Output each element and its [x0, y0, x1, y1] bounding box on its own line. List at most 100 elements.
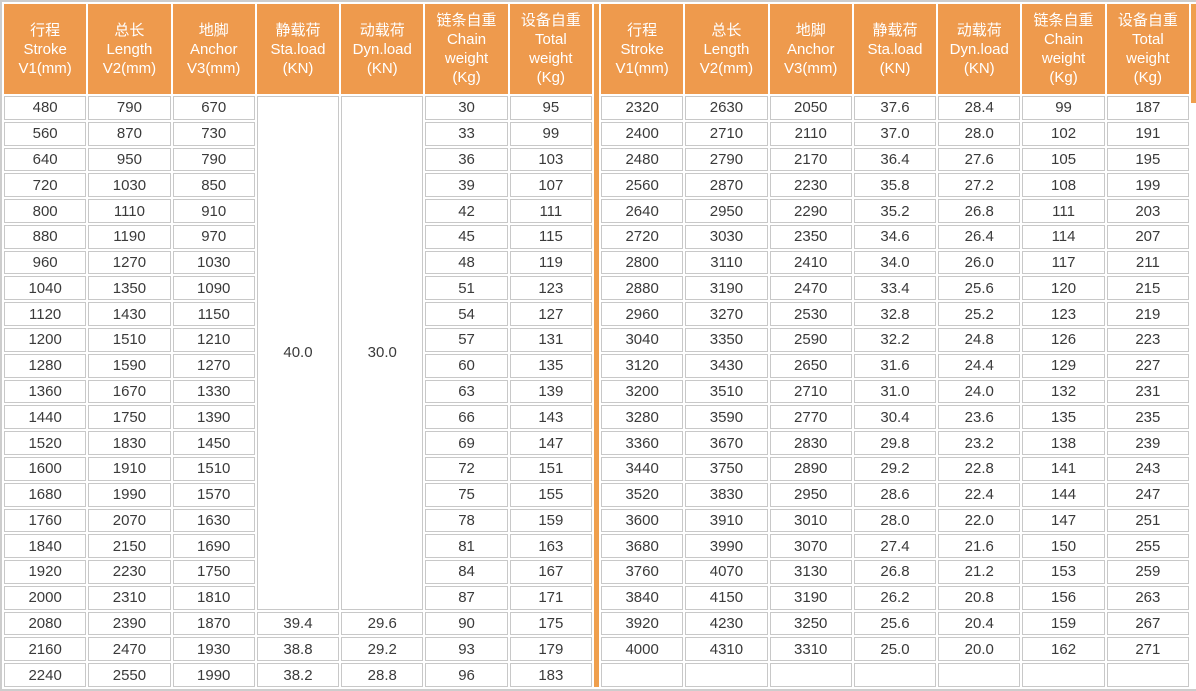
cell-length: 3270: [685, 302, 768, 327]
cell-chain-weight: 162: [1022, 637, 1105, 662]
cell-anchor: 2110: [769, 121, 852, 146]
cell-chain-weight: 63: [425, 379, 508, 404]
header-anchor-line: 地脚: [795, 21, 826, 39]
cell-dynamic-load: 22.8: [938, 456, 1021, 481]
cell-anchor: 1750: [172, 560, 255, 584]
cell-chain-weight: 93: [425, 637, 508, 662]
header-dynamic-load: 动载荷 Dyn.load (KN): [938, 4, 1021, 94]
cell-chain-weight: 72: [425, 456, 508, 481]
header-dynamic-load-line: (KN): [963, 59, 995, 77]
cell-stroke: 3360: [601, 431, 684, 455]
cell-total-weight: 175: [509, 611, 592, 636]
table-row: 3360 3670 2830 29.8 23.2 138 239: [601, 431, 1189, 455]
cell-static-load: 26.8: [853, 560, 937, 584]
header-stroke-line: V1(mm): [18, 59, 72, 77]
cell-dynamic-load: 26.0: [938, 250, 1021, 275]
cell-anchor: 1690: [172, 534, 255, 559]
cell-anchor: 3070: [769, 534, 852, 559]
table-row: 1760 2070 1630 78 159: [4, 508, 592, 533]
cell-chain-weight: 126: [1022, 328, 1105, 352]
cell-length: 1350: [88, 276, 171, 301]
cell-dynamic-load: 26.8: [938, 199, 1021, 223]
cell-length: 2790: [685, 147, 768, 172]
cell-stroke: 560: [4, 121, 87, 146]
cell-dynamic-load: 25.6: [938, 276, 1021, 301]
cell-anchor: 3190: [769, 585, 852, 610]
table-row: 1200 1510 1210 57 131: [4, 328, 592, 352]
cell-static-load: 30.4: [853, 405, 937, 430]
cell-length: 2870: [685, 173, 768, 198]
header-total-weight-line: 设备自重: [520, 12, 581, 29]
cell-total-weight: 103: [509, 147, 592, 172]
header-static-load-line: 静载荷: [275, 21, 321, 39]
table-row: [601, 663, 1189, 687]
header-row: 行程 Stroke V1(mm) 总长 Length V2(mm) 地脚 Anchor V3(m…: [4, 4, 592, 94]
cell-stroke: 1680: [4, 482, 87, 507]
table-row: 2080 2390 1870 39.4 29.6 90 175: [4, 611, 592, 636]
table-row: 1600 1910 1510 72 151: [4, 456, 592, 481]
cell-static-load: 38.8: [256, 637, 340, 662]
table-row: 2960 3270 2530 32.8 25.2 123 219: [601, 302, 1189, 327]
table-row: 2640 2950 2290 35.2 26.8 111 203: [601, 199, 1189, 223]
cell-static-load: 35.8: [853, 173, 937, 198]
table-row: 2320 2630 2050 37.6 28.4 99 187: [601, 96, 1189, 120]
header-length-line: V2(mm): [102, 59, 157, 77]
cell-length: 3110: [685, 250, 768, 275]
cell-static-load: 27.4: [853, 534, 937, 559]
table-row: 3760 4070 3130 26.8 21.2 153 259: [601, 560, 1189, 584]
cell-anchor: 2770: [769, 405, 852, 430]
header-chain-weight-line: Chain: [446, 31, 487, 48]
cell-total-weight: 147: [509, 431, 592, 455]
cell-stroke: 2880: [601, 276, 684, 301]
cell-chain-weight: 33: [425, 121, 508, 146]
cell-stroke: 1360: [4, 379, 87, 404]
table-row: 640 950 790 36 103: [4, 147, 592, 172]
cell-anchor: 2710: [769, 379, 852, 404]
cell-static-load: 32.8: [853, 302, 937, 327]
cell-chain-weight: 69: [425, 431, 508, 455]
cell-chain-weight: 111: [1022, 199, 1105, 223]
header-anchor: 地脚 Anchor V3(mm): [769, 4, 852, 94]
header-length-line: 总长: [711, 21, 742, 39]
cell-total-weight: 159: [509, 508, 592, 533]
cell-stroke: 3120: [601, 353, 684, 378]
cell-stroke: 3680: [601, 534, 684, 559]
cell-total-weight: 219: [1106, 302, 1189, 327]
cell-anchor: 1570: [172, 482, 255, 507]
cell-stroke: 3520: [601, 482, 684, 507]
cell-anchor: 2650: [769, 353, 852, 378]
cell-static-load: 31.6: [853, 353, 937, 378]
cell-chain-weight: 105: [1022, 147, 1105, 172]
header-dynamic-load-line: Dyn.load: [352, 40, 412, 58]
cell-total-weight: 223: [1106, 328, 1189, 352]
cell-total-weight: 171: [509, 585, 592, 610]
cell-length: 1190: [88, 224, 171, 249]
cell-static-load: 29.8: [853, 431, 937, 455]
cell-total-weight: 267: [1106, 611, 1189, 636]
cell-anchor: 2530: [769, 302, 852, 327]
cell-total-weight: 139: [509, 379, 592, 404]
header-stroke-line: 行程: [627, 21, 658, 39]
header-chain-weight-line: Chain: [1043, 31, 1084, 48]
cell-stroke: 3760: [601, 560, 684, 584]
table-row: 800 1110 910 42 111: [4, 199, 592, 223]
cell-total-weight: 255: [1106, 534, 1189, 559]
cell-dynamic-load: 28.4: [938, 96, 1021, 120]
cell-chain-weight: 48: [425, 250, 508, 275]
cell-length: 4150: [685, 585, 768, 610]
table-row: 1920 2230 1750 84 167: [4, 560, 592, 584]
cell-dynamic-load: 22.4: [938, 482, 1021, 507]
cell-chain-weight: 150: [1022, 534, 1105, 559]
cell-stroke: 1280: [4, 353, 87, 378]
cell-chain-weight: 135: [1022, 405, 1105, 430]
cell-stroke: 2400: [601, 121, 684, 146]
cell-anchor: 790: [172, 147, 255, 172]
cell-dynamic-load: 28.8: [341, 663, 424, 687]
cell-length: 3750: [685, 456, 768, 481]
table-row: 1120 1430 1150 54 127: [4, 302, 592, 327]
cell-dynamic-load: 22.0: [938, 508, 1021, 533]
header-chain-weight-line: weight: [1041, 50, 1086, 67]
cell-length: 1030: [88, 173, 171, 198]
cell-chain-weight: 54: [425, 302, 508, 327]
table-row: 560 870 730 33 99: [4, 121, 592, 146]
